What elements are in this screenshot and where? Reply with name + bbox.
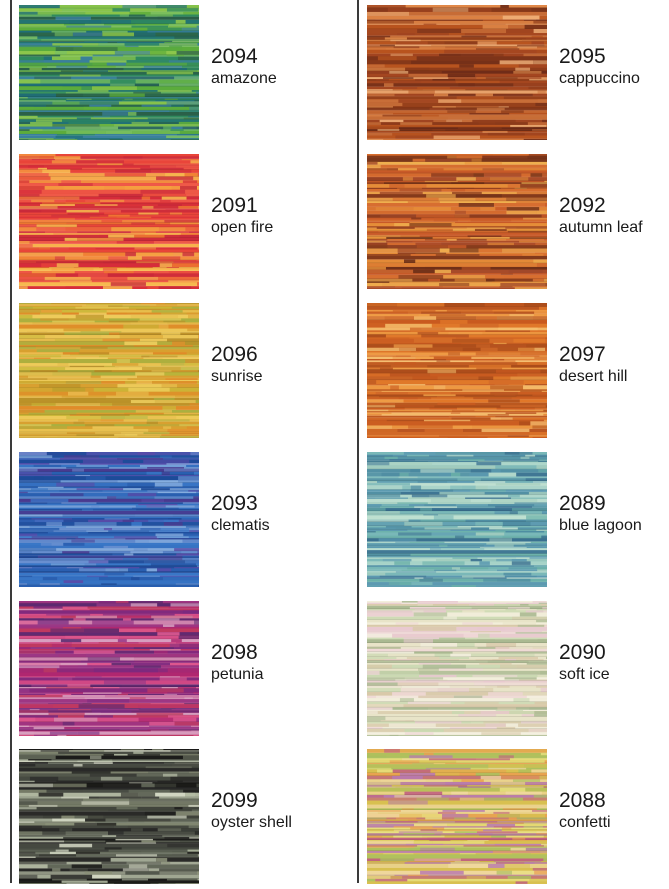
color-name: amazone	[211, 69, 277, 89]
color-name: petunia	[211, 665, 264, 685]
thread-swatch	[19, 452, 199, 587]
thread-swatch	[19, 303, 199, 438]
color-card: 2097 desert hill	[367, 303, 669, 443]
color-name: autumn leaf	[559, 218, 643, 238]
color-code: 2098	[211, 641, 264, 665]
thread-swatch	[367, 749, 547, 884]
color-code: 2093	[211, 492, 270, 516]
color-card: 2093 clematis	[19, 452, 359, 592]
thread-swatch	[19, 601, 199, 736]
color-card: 2090 soft ice	[367, 601, 669, 741]
color-card: 2098 petunia	[19, 601, 359, 741]
color-card: 2099 oyster shell	[19, 749, 359, 889]
color-name: sunrise	[211, 367, 263, 387]
color-code: 2099	[211, 789, 292, 813]
color-code: 2088	[559, 789, 611, 813]
color-card: 2095 cappuccino	[367, 5, 669, 145]
color-name: open fire	[211, 218, 273, 238]
thread-swatch	[367, 452, 547, 587]
color-name: blue lagoon	[559, 516, 642, 536]
color-name: clematis	[211, 516, 270, 536]
color-card: 2088 confetti	[367, 749, 669, 889]
color-card: 2091 open fire	[19, 154, 359, 294]
color-code: 2094	[211, 45, 277, 69]
thread-swatch	[19, 154, 199, 289]
color-name: oyster shell	[211, 813, 292, 833]
color-code: 2095	[559, 45, 640, 69]
thread-swatch	[367, 154, 547, 289]
color-code: 2091	[211, 194, 273, 218]
color-code: 2097	[559, 343, 627, 367]
color-name: desert hill	[559, 367, 627, 387]
color-card: 2089 blue lagoon	[367, 452, 669, 592]
color-name: confetti	[559, 813, 611, 833]
thread-swatch	[19, 5, 199, 140]
color-name: cappuccino	[559, 69, 640, 89]
color-card: 2096 sunrise	[19, 303, 359, 443]
divider-left	[10, 0, 12, 883]
color-card: 2092 autumn leaf	[367, 154, 669, 294]
thread-swatch	[367, 303, 547, 438]
color-code: 2096	[211, 343, 263, 367]
color-code: 2092	[559, 194, 643, 218]
thread-swatch	[367, 601, 547, 736]
thread-swatch	[367, 5, 547, 140]
thread-swatch	[19, 749, 199, 884]
color-card: 2094 amazone	[19, 5, 359, 145]
color-code: 2090	[559, 641, 610, 665]
color-name: soft ice	[559, 665, 610, 685]
color-code: 2089	[559, 492, 642, 516]
